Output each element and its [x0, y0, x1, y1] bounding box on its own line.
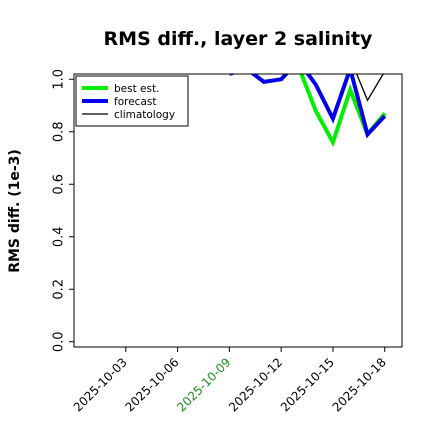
y-tick-label: 0.2 [52, 279, 67, 300]
plot-frame [73, 73, 403, 348]
x-tick-label: 2025-10-06 [122, 355, 181, 414]
y-tick-label: 1.0 [52, 69, 67, 90]
x-tick-label: 2025-10-15 [278, 355, 337, 414]
series-line-best-est- [299, 74, 387, 148]
y-axis-label: RMS diff. (1e-3) [7, 149, 23, 273]
legend-label: climatology [114, 109, 175, 121]
series-line-forecast [229, 74, 387, 139]
chart-title: RMS diff., layer 2 salinity [104, 28, 374, 50]
x-tick-label: 2025-10-18 [330, 355, 389, 414]
y-tick-label: 0.4 [52, 226, 67, 247]
x-axis: 2025-10-032025-10-062025-10-092025-10-12… [71, 347, 389, 414]
series-line-climatology [355, 74, 384, 102]
x-tick-label: 2025-10-09 [174, 355, 233, 414]
legend-label: best est. [114, 83, 159, 95]
y-tick-label: 0.6 [52, 174, 67, 195]
y-tick-label: 0.8 [52, 121, 67, 142]
x-tick-label: 2025-10-12 [226, 355, 285, 414]
series-layer [229, 74, 387, 148]
legend-label: forecast [114, 96, 156, 108]
y-tick-label: 0.0 [52, 331, 67, 352]
y-axis: 0.0 0.2 0.4 0.6 0.8 1.0 [52, 69, 74, 352]
x-tick-label: 2025-10-03 [71, 355, 130, 414]
